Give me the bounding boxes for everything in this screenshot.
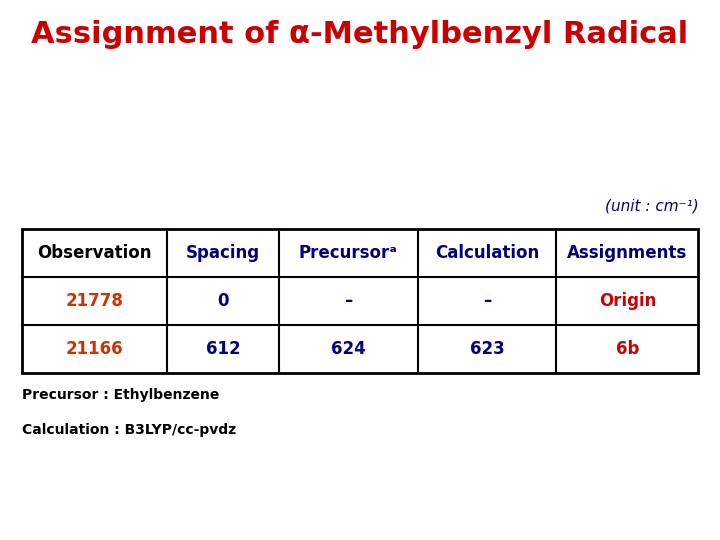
Text: 612: 612 xyxy=(206,340,240,359)
Text: 21778: 21778 xyxy=(66,292,123,310)
Text: Spacing: Spacing xyxy=(186,244,260,262)
Text: Calculation: Calculation xyxy=(435,244,539,262)
Text: 21166: 21166 xyxy=(66,340,123,359)
Bar xyxy=(22,228,698,374)
Text: Origin: Origin xyxy=(598,292,656,310)
Text: 624: 624 xyxy=(330,340,366,359)
Text: Assignments: Assignments xyxy=(567,244,688,262)
Text: 623: 623 xyxy=(469,340,504,359)
Text: 6b: 6b xyxy=(616,340,639,359)
Text: Assignment of α-Methylbenzyl Radical: Assignment of α-Methylbenzyl Radical xyxy=(32,19,688,49)
Text: 0: 0 xyxy=(217,292,229,310)
Text: Laboratory of Molecular Spectroscopy & Nano Materials, Pusan National University: Laboratory of Molecular Spectroscopy & N… xyxy=(0,509,720,523)
Text: –: – xyxy=(344,292,352,310)
Text: –: – xyxy=(483,292,491,310)
Text: Observation: Observation xyxy=(37,244,152,262)
Text: Precursor : Ethylbenzene: Precursor : Ethylbenzene xyxy=(22,388,219,402)
Text: Calculation : B3LYP/cc-pvdz: Calculation : B3LYP/cc-pvdz xyxy=(22,423,235,437)
Text: (unit : cm⁻¹): (unit : cm⁻¹) xyxy=(605,199,698,214)
Text: Precursorᵃ: Precursorᵃ xyxy=(299,244,397,262)
